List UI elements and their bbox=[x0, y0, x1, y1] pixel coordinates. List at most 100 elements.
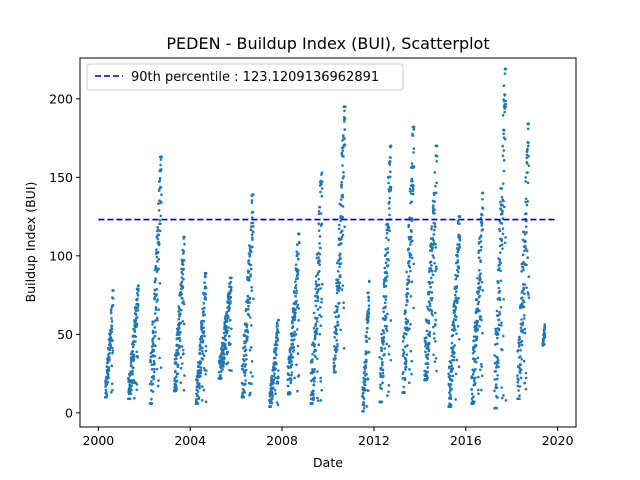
data-point bbox=[291, 356, 295, 359]
data-point bbox=[476, 302, 480, 306]
data-point bbox=[272, 381, 275, 385]
data-point bbox=[335, 261, 339, 265]
data-point bbox=[277, 369, 280, 372]
data-point bbox=[472, 395, 475, 399]
data-point bbox=[290, 363, 294, 367]
data-point bbox=[271, 394, 274, 398]
data-point bbox=[453, 293, 457, 297]
data-point bbox=[248, 255, 251, 258]
data-point bbox=[385, 279, 388, 282]
data-point bbox=[475, 323, 479, 327]
data-point bbox=[134, 340, 137, 343]
data-point bbox=[316, 273, 319, 276]
data-point bbox=[247, 313, 251, 317]
data-point bbox=[335, 328, 338, 332]
data-point bbox=[519, 368, 523, 372]
data-point bbox=[410, 372, 413, 376]
data-point bbox=[503, 205, 506, 209]
data-point bbox=[408, 216, 412, 219]
data-point bbox=[294, 308, 297, 311]
data-point bbox=[316, 299, 320, 303]
data-point bbox=[433, 212, 436, 215]
data-point bbox=[312, 326, 316, 330]
data-point bbox=[158, 242, 161, 246]
data-point bbox=[202, 330, 206, 334]
data-point bbox=[153, 280, 157, 284]
data-point bbox=[524, 371, 528, 375]
data-point bbox=[389, 185, 393, 189]
data-point bbox=[518, 343, 521, 347]
data-point bbox=[480, 318, 483, 322]
data-point bbox=[293, 318, 297, 322]
data-point bbox=[105, 365, 109, 368]
data-point bbox=[290, 360, 293, 363]
data-point bbox=[523, 317, 526, 320]
data-point bbox=[521, 238, 525, 242]
data-point bbox=[502, 132, 505, 136]
data-point bbox=[111, 339, 114, 342]
data-point bbox=[246, 298, 249, 302]
data-point bbox=[335, 291, 339, 295]
data-point bbox=[458, 238, 462, 242]
data-point bbox=[292, 349, 295, 352]
data-point bbox=[382, 374, 385, 378]
data-point bbox=[385, 236, 388, 240]
data-point bbox=[155, 293, 158, 296]
data-point bbox=[156, 260, 159, 263]
data-point bbox=[179, 381, 183, 384]
data-point bbox=[494, 383, 498, 386]
data-point bbox=[111, 351, 114, 355]
data-point bbox=[158, 187, 161, 191]
data-point bbox=[160, 193, 163, 197]
data-point bbox=[383, 266, 387, 270]
data-point bbox=[312, 383, 316, 387]
data-point bbox=[450, 387, 453, 391]
data-point bbox=[366, 326, 369, 330]
data-point bbox=[503, 128, 506, 132]
data-point bbox=[521, 323, 524, 327]
data-point bbox=[156, 237, 160, 241]
data-point bbox=[458, 245, 461, 248]
data-point bbox=[314, 280, 318, 283]
data-point bbox=[448, 374, 452, 378]
data-point bbox=[519, 376, 523, 380]
data-point bbox=[383, 347, 387, 350]
data-point bbox=[276, 403, 280, 407]
data-point bbox=[180, 292, 183, 296]
data-point bbox=[155, 300, 159, 303]
data-point bbox=[150, 368, 154, 371]
data-point bbox=[314, 355, 317, 358]
data-point bbox=[247, 270, 251, 273]
data-point bbox=[133, 330, 137, 333]
data-point bbox=[248, 296, 252, 300]
data-point bbox=[318, 252, 322, 256]
data-point bbox=[452, 358, 456, 362]
data-point bbox=[250, 382, 253, 386]
data-point bbox=[312, 392, 315, 396]
data-point bbox=[404, 317, 408, 321]
data-point bbox=[384, 316, 388, 319]
data-point bbox=[181, 348, 185, 352]
data-point bbox=[454, 308, 457, 311]
data-point bbox=[317, 256, 320, 259]
data-point bbox=[410, 239, 414, 243]
data-point bbox=[384, 261, 388, 265]
data-point bbox=[500, 212, 504, 216]
data-point bbox=[224, 334, 227, 338]
data-point bbox=[250, 324, 253, 327]
data-point bbox=[227, 304, 231, 308]
data-point bbox=[479, 248, 483, 252]
data-point bbox=[525, 219, 528, 223]
data-point bbox=[110, 364, 114, 368]
data-point bbox=[249, 391, 252, 395]
data-point bbox=[367, 319, 370, 323]
data-point bbox=[150, 363, 154, 367]
data-point bbox=[336, 320, 340, 324]
data-point bbox=[130, 379, 134, 382]
data-point bbox=[389, 188, 393, 192]
data-point bbox=[408, 255, 412, 259]
data-point bbox=[333, 336, 336, 339]
data-point bbox=[108, 352, 111, 355]
data-point bbox=[106, 360, 110, 364]
data-point bbox=[221, 368, 224, 371]
